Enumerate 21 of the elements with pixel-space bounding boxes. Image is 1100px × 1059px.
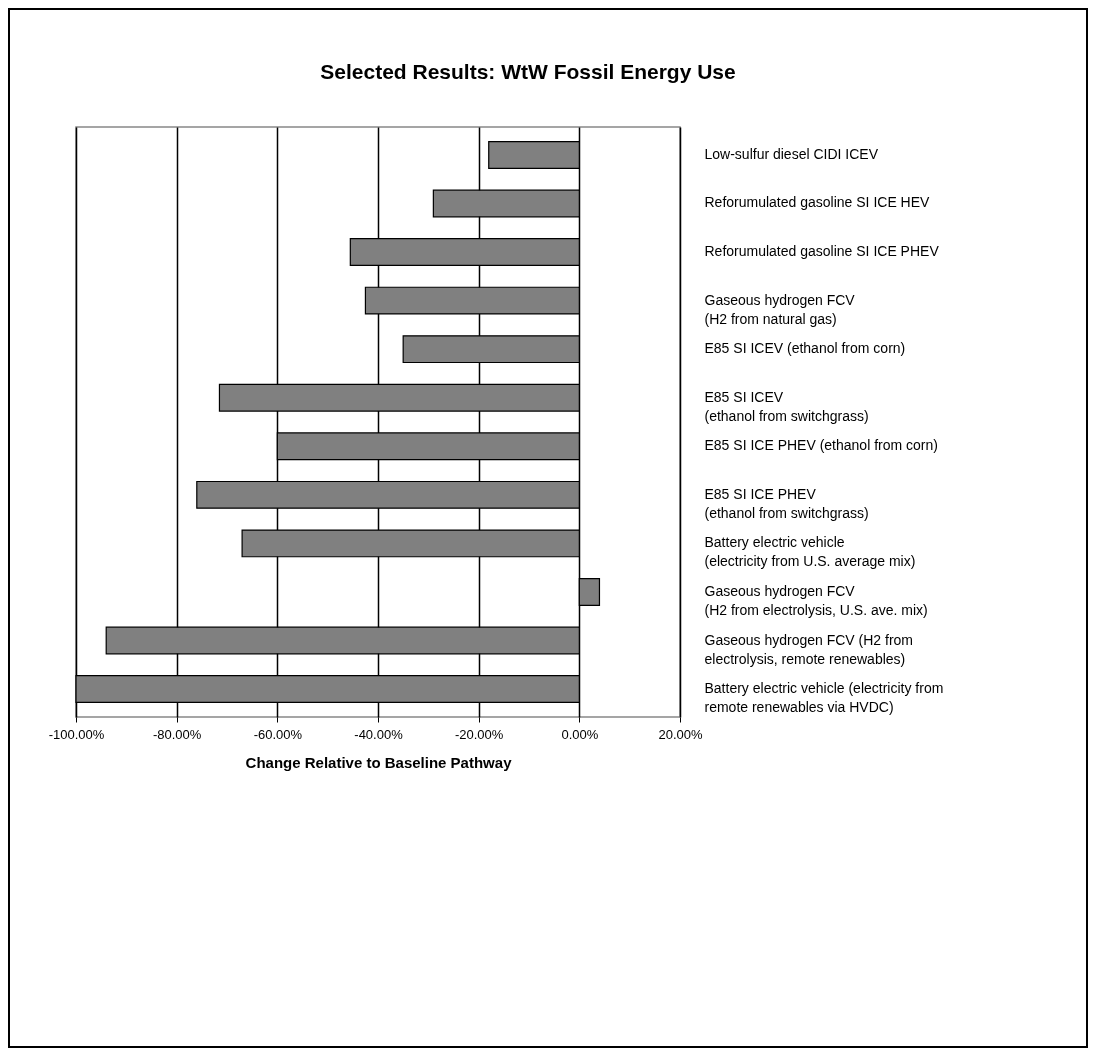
y-tick-label: Battery electric vehicle (electricity from U.S. average mix) — [704, 534, 916, 570]
y-tick-label: Battery electric vehicle (electricity from remote renewables via HVDC) — [704, 680, 944, 716]
x-tick-label: -80.00% — [152, 726, 202, 742]
chart-title: Selected Results: WtW Fossil Energy Use — [320, 60, 736, 83]
y-tick-label: Low-sulfur diesel CIDI ICEV — [704, 145, 879, 162]
x-tick-label: 20.00% — [658, 726, 703, 742]
y-tick-label: Reforumulated gasoline SI ICE PHEV — [704, 243, 940, 260]
x-tick-label: -100.00% — [48, 726, 105, 742]
x-tick-label: 0.00% — [561, 726, 599, 742]
y-tick-label: E85 SI ICE PHEV (ethanol from switchgrass) — [704, 485, 869, 521]
y-tick-label: Gaseous hydrogen FCV (H2 from electrolysis, remote renewables) — [704, 631, 914, 667]
x-tick-label: -40.00% — [354, 726, 404, 742]
x-tick-label: -60.00% — [253, 726, 303, 742]
x-tick-label: -20.00% — [454, 726, 504, 742]
y-tick-label: E85 SI ICEV (ethanol from corn) — [704, 340, 906, 357]
y-tick-label: Reforumulated gasoline SI ICE HEV — [704, 194, 931, 211]
y-tick-label: E85 SI ICEV (ethanol from switchgrass) — [704, 388, 869, 424]
y-tick-label: E85 SI ICE PHEV (ethanol from corn) — [704, 437, 938, 454]
x-axis-title: Change Relative to Baseline Pathway — [245, 753, 513, 771]
y-tick-label: Gaseous hydrogen FCV (H2 from natural gas) — [704, 291, 856, 327]
y-tick-label: Gaseous hydrogen FCV (H2 from electrolysis, U.S. ave. mix) — [704, 582, 928, 618]
